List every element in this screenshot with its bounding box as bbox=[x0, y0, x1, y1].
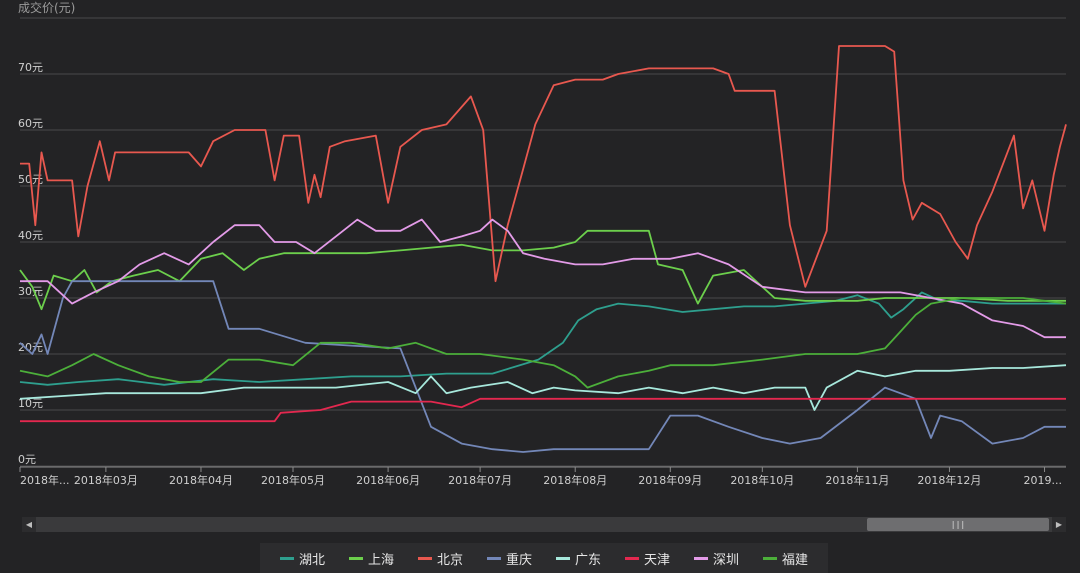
y-axis-label: 成交价(元) bbox=[18, 0, 75, 15]
legend-swatch bbox=[762, 556, 777, 560]
legend-swatch bbox=[279, 556, 294, 560]
legend-item-2[interactable]: 北京 bbox=[417, 549, 463, 568]
x-tick-label: 2018年12月 bbox=[917, 473, 981, 487]
legend-label: 北京 bbox=[436, 552, 463, 568]
legend-label: 湖北 bbox=[298, 552, 325, 568]
y-tick-label: 30元 bbox=[18, 285, 43, 298]
legend-swatch bbox=[555, 556, 570, 560]
legend-swatch bbox=[624, 556, 639, 560]
series-line-7[interactable] bbox=[19, 297, 1067, 389]
legend-item-5[interactable]: 天津 bbox=[624, 549, 670, 568]
legend-label: 深圳 bbox=[712, 552, 739, 568]
legend-item-3[interactable]: 重庆 bbox=[486, 549, 532, 568]
x-tick-label: 2018年11月 bbox=[825, 473, 889, 487]
horizontal-scrollbar[interactable]: ◀ ||| ▶ bbox=[22, 517, 1066, 532]
x-tick-label: 2018年04月 bbox=[169, 473, 233, 487]
series-line-4[interactable] bbox=[19, 364, 1067, 411]
legend-label: 重庆 bbox=[505, 552, 532, 568]
legend-item-6[interactable]: 深圳 bbox=[693, 549, 739, 568]
chart-legend: 湖北 上海 北京 重庆 广东 天津 深圳 福建 bbox=[260, 543, 828, 573]
legend-item-1[interactable]: 上海 bbox=[348, 549, 394, 568]
series-line-3[interactable] bbox=[19, 280, 1066, 453]
x-tick-label: 2018年03月 bbox=[74, 473, 138, 487]
x-tick-label: 2018年05月 bbox=[261, 473, 325, 487]
y-tick-label: 10元 bbox=[18, 397, 43, 410]
legend-label: 广东 bbox=[574, 552, 601, 568]
legend-swatch bbox=[486, 556, 501, 560]
series-line-6[interactable] bbox=[20, 218, 1066, 339]
scroll-left-arrow-icon[interactable]: ◀ bbox=[22, 517, 36, 532]
x-tick-label: 2018年07月 bbox=[448, 473, 512, 487]
scroll-right-arrow-icon[interactable]: ▶ bbox=[1052, 517, 1066, 532]
chart-series bbox=[19, 45, 1067, 453]
y-tick-label: 60元 bbox=[18, 117, 43, 130]
x-tick-label: 2018年09月 bbox=[638, 473, 702, 487]
legend-item-7[interactable]: 福建 bbox=[762, 549, 808, 568]
y-tick-label: 70元 bbox=[18, 61, 43, 74]
series-line-0[interactable] bbox=[19, 291, 1066, 386]
x-tick-label: 2018年08月 bbox=[543, 473, 607, 487]
x-tick-label: 2018年... bbox=[20, 473, 69, 487]
x-axis-ticks: 2018年... 2018年03月 2018年04月 2018年05月 2018年06月… bbox=[19, 467, 1062, 487]
legend-item-0[interactable]: 湖北 bbox=[279, 549, 325, 568]
legend-label: 福建 bbox=[781, 552, 808, 568]
series-line-2[interactable] bbox=[20, 45, 1067, 288]
y-tick-label: 40元 bbox=[18, 229, 43, 242]
series-line-5[interactable] bbox=[20, 397, 1066, 423]
y-tick-label: 0元 bbox=[18, 453, 36, 466]
x-tick-label: 2019... bbox=[1024, 474, 1062, 487]
legend-swatch bbox=[348, 556, 363, 560]
x-tick-label: 2018年10月 bbox=[730, 473, 794, 487]
legend-label: 天津 bbox=[643, 552, 670, 568]
x-tick-label: 2018年06月 bbox=[356, 473, 420, 487]
legend-label: 上海 bbox=[367, 552, 394, 568]
legend-swatch bbox=[417, 556, 432, 560]
legend-item-4[interactable]: 广东 bbox=[555, 549, 601, 568]
series-line-1[interactable] bbox=[19, 229, 1066, 311]
legend-swatch bbox=[693, 556, 708, 560]
scroll-thumb[interactable]: ||| bbox=[867, 518, 1049, 531]
chart-grid bbox=[20, 17, 1066, 468]
